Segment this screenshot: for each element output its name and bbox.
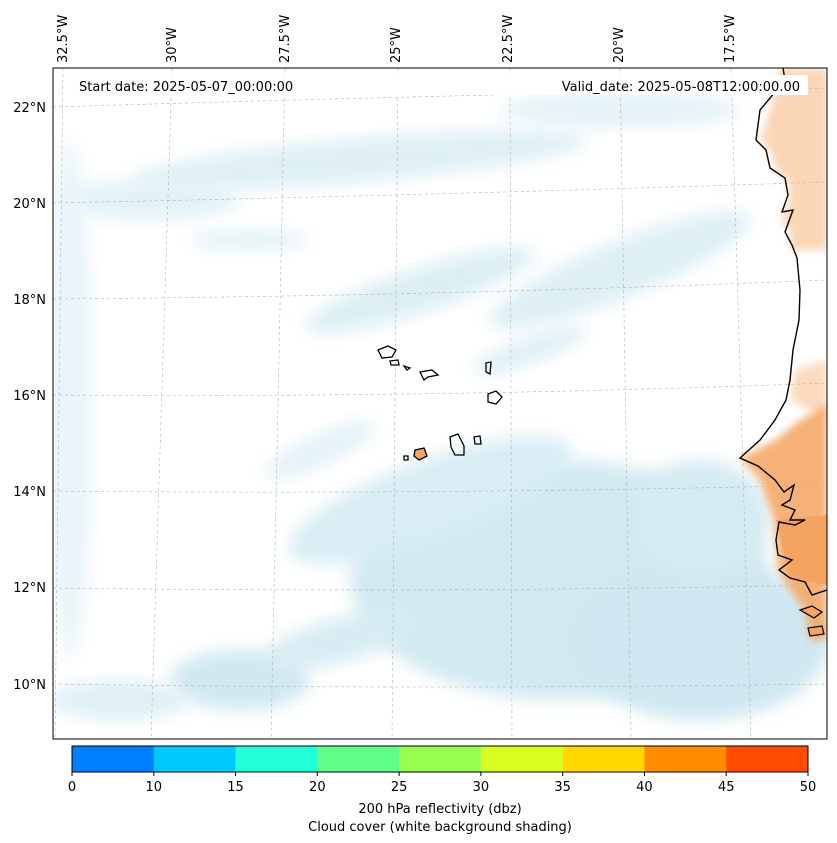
longitude-labels: 32.5°W 30°W 27.5°W 25°W 22.5°W 20°W 17.5… [56,15,738,63]
colorbar-segment [72,746,155,772]
lon-label: 32.5°W [56,15,71,63]
colorbar-segment [153,746,237,772]
island-sao-vicente [389,359,400,366]
colorbar-segment [399,746,482,772]
cloud-cover-layer [53,92,827,720]
latitude-labels: 22°N 20°N 18°N 16°N 14°N 12°N 10°N [13,101,46,693]
colorbar-tick-label: 25 [391,780,408,795]
lon-label: 20°W [612,27,627,63]
lon-label: 27.5°W [278,15,293,63]
colorbar-tick-label: 20 [309,780,326,795]
colorbar: 0 10 15 20 25 30 35 40 45 50 [68,745,817,795]
colorbar-segment [644,746,727,772]
lat-label: 10°N [13,678,46,693]
header-box [72,75,808,95]
colorbar-label: 200 hPa reflectivity (dbz) [358,802,521,817]
colorbar-segment [726,746,809,772]
lat-label: 18°N [13,293,46,308]
lon-label: 22.5°W [501,15,516,63]
valid-date-text: Valid_date: 2025-05-08T12:00:00.00 [562,80,800,95]
island-santo-antao [377,345,397,359]
map-frame [52,67,828,740]
coastline-fragment [807,625,825,637]
colorbar-tick-label: 40 [636,780,653,795]
lat-label: 14°N [13,485,46,500]
colorbar-tick-label: 0 [68,780,76,795]
colorbar-segment [235,746,318,772]
lon-label: 30°W [165,27,180,63]
colorbar-tick-label: 50 [800,780,817,795]
cabo-verde-islands [377,345,503,461]
colorbar-frame [71,745,809,773]
lat-label: 12°N [13,581,46,596]
island-fogo [413,447,428,461]
graticule [53,68,827,739]
island-brava [403,455,409,461]
colorbar-tick-label: 10 [146,780,163,795]
lat-label: 20°N [13,197,46,212]
island-maio [473,435,482,445]
colorbar-segment [480,746,564,772]
colorbar-segment [317,746,400,772]
lat-label: 22°N [13,101,46,116]
africa-coastline [738,68,827,596]
colorbar-sublabel: Cloud cover (white background shading) [308,820,572,835]
colorbar-segment [562,746,645,772]
lon-label: 17.5°W [723,15,738,63]
lat-label: 16°N [13,389,46,404]
island-sal [485,361,492,376]
colorbar-tick-label: 45 [718,780,735,795]
colorbar-tick-label: 15 [227,780,244,795]
start-date-text: Start date: 2025-05-07_00:00:00 [79,80,293,95]
island-boa-vista [487,390,503,405]
island-santiago [449,433,465,456]
island-santa-luzia [402,364,412,371]
map-panel [53,68,827,739]
lon-label: 25°W [389,27,404,63]
island-sao-nicolau [419,369,440,381]
coastline-fragment [798,605,824,619]
colorbar-tick-label: 35 [554,780,571,795]
colorbar-tick-label: 30 [473,780,490,795]
